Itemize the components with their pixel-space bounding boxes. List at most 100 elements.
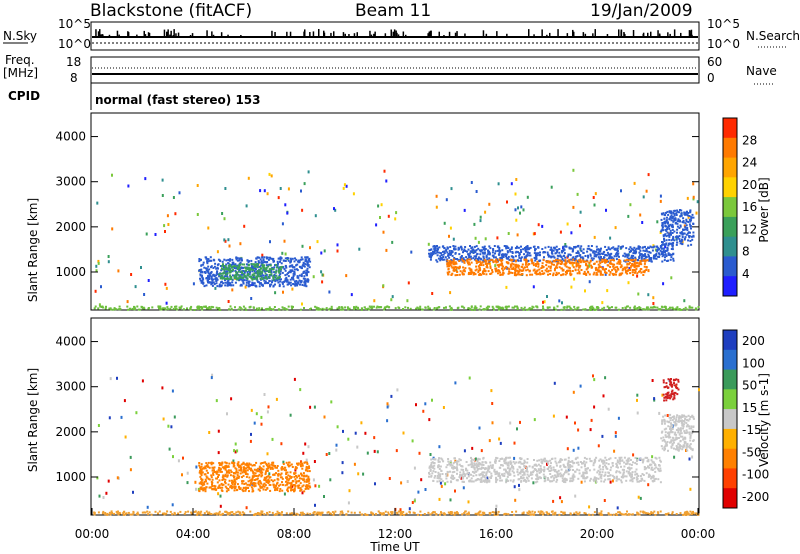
power-echo-pixel xyxy=(241,263,244,266)
velocity-echo-pixel xyxy=(636,458,639,461)
power-echo-pixel xyxy=(586,247,589,250)
power-echo-pixel xyxy=(496,269,499,272)
velocity-echo-pixel xyxy=(242,490,245,493)
power-echo-pixel xyxy=(242,305,245,308)
power-noise-pixel xyxy=(352,192,355,196)
power-echo-pixel xyxy=(668,238,671,241)
power-echo-pixel xyxy=(680,214,683,217)
power-echo-pixel xyxy=(204,305,207,308)
power-echo-pixel xyxy=(630,247,633,250)
power-echo-pixel xyxy=(593,271,596,274)
velocity-noise-pixel xyxy=(396,388,399,392)
velocity-echo-pixel xyxy=(219,470,222,473)
power-echo-pixel xyxy=(277,270,280,273)
velocity-echo-pixel xyxy=(199,466,202,469)
velocity-echo-pixel xyxy=(240,463,243,466)
nsky-spike xyxy=(374,31,376,37)
velocity-echo-pixel xyxy=(617,511,620,514)
power-echo-pixel xyxy=(619,261,621,264)
power-echo-pixel xyxy=(268,274,271,276)
power-echo-pixel xyxy=(477,257,479,260)
velocity-noise-pixel xyxy=(390,394,393,398)
power-echo-pixel xyxy=(690,227,692,230)
velocity-noise-pixel xyxy=(386,419,389,423)
power-echo-pixel xyxy=(298,279,301,282)
power-echo-pixel xyxy=(202,263,205,266)
velocity-echo-pixel xyxy=(289,512,292,515)
power-echo-pixel xyxy=(373,305,375,308)
power-echo-pixel xyxy=(590,249,593,252)
velocity-echo-pixel xyxy=(687,512,689,515)
power-echo-pixel xyxy=(680,212,683,215)
velocity-echo-pixel xyxy=(240,467,243,470)
velocity-echo-pixel xyxy=(419,510,422,513)
power-noise-pixel xyxy=(154,233,157,236)
power-echo-pixel xyxy=(260,262,263,265)
velocity-echo-pixel xyxy=(641,461,644,464)
velocity-echo-pixel xyxy=(461,513,464,516)
velocity-echo-pixel xyxy=(266,487,269,490)
velocity-echo-pixel xyxy=(259,513,262,516)
velocity-echo-pixel xyxy=(493,468,496,471)
power-echo-pixel xyxy=(539,251,541,254)
power-echo-pixel xyxy=(136,305,139,308)
power-echo-pixel xyxy=(460,248,463,251)
power-echo-pixel xyxy=(297,259,300,262)
power-noise-pixel xyxy=(266,192,269,196)
power-echo-pixel xyxy=(488,252,491,255)
velocity-echo-pixel xyxy=(228,512,231,514)
power-echo-pixel xyxy=(456,270,459,273)
power-echo-pixel xyxy=(281,282,284,285)
power-echo-pixel xyxy=(174,305,176,308)
power-noise-pixel xyxy=(407,281,410,285)
power-echo-pixel xyxy=(228,284,231,287)
velocity-echo-pixel xyxy=(226,475,229,478)
power-echo-pixel xyxy=(433,251,436,254)
velocity-noise-pixel xyxy=(607,407,610,411)
power-echo-pixel xyxy=(481,308,484,311)
power-echo-pixel xyxy=(621,269,624,272)
velocity-echo-pixel xyxy=(248,483,251,486)
velocity-echo-pixel xyxy=(607,513,610,516)
power-echo-pixel xyxy=(477,256,480,259)
power-echo-pixel xyxy=(613,259,615,262)
power-echo-pixel xyxy=(659,249,662,252)
velocity-echo-pixel xyxy=(552,468,555,471)
velocity-echo-pixel xyxy=(204,473,207,476)
power-echo-pixel xyxy=(256,272,259,275)
power-echo-pixel xyxy=(670,233,672,236)
velocity-noise-pixel xyxy=(280,442,283,446)
power-echo-pixel xyxy=(484,262,487,265)
power-echo-pixel xyxy=(250,268,253,271)
power-echo-pixel xyxy=(579,256,582,259)
velocity-noise-pixel xyxy=(219,504,222,508)
power-echo-pixel xyxy=(304,256,307,259)
power-echo-pixel xyxy=(666,260,669,262)
velocity-echo-pixel xyxy=(221,484,224,486)
power-echo-pixel xyxy=(668,211,671,214)
velocity-echo-pixel xyxy=(316,511,319,514)
power-echo-pixel xyxy=(228,269,231,272)
power-echo-pixel xyxy=(668,243,671,246)
velocity-echo-pixel xyxy=(259,467,261,470)
power-noise-pixel xyxy=(570,285,573,289)
freq-unit-label: [MHz] xyxy=(3,66,38,80)
velocity-echo-pixel xyxy=(271,511,274,514)
power-echo-pixel xyxy=(294,257,296,260)
power-echo-pixel xyxy=(535,273,538,276)
power-echo-pixel xyxy=(205,284,208,287)
velocity-noise-pixel xyxy=(186,481,189,485)
velocity-noise-pixel xyxy=(181,473,183,477)
date-title: 19/Jan/2009 xyxy=(590,1,693,21)
velocity-echo-pixel xyxy=(257,488,260,491)
power-echo-pixel xyxy=(598,253,601,256)
nsky-spike xyxy=(370,34,373,37)
power-noise-pixel xyxy=(609,236,612,240)
power-noise-pixel xyxy=(505,285,508,289)
velocity-echo-pixel xyxy=(497,510,500,513)
velocity-noise-pixel xyxy=(431,398,433,402)
power-echo-pixel xyxy=(679,215,682,218)
power-echo-pixel xyxy=(256,280,259,283)
power-echo-pixel xyxy=(236,277,239,280)
power-echo-pixel xyxy=(593,262,596,265)
